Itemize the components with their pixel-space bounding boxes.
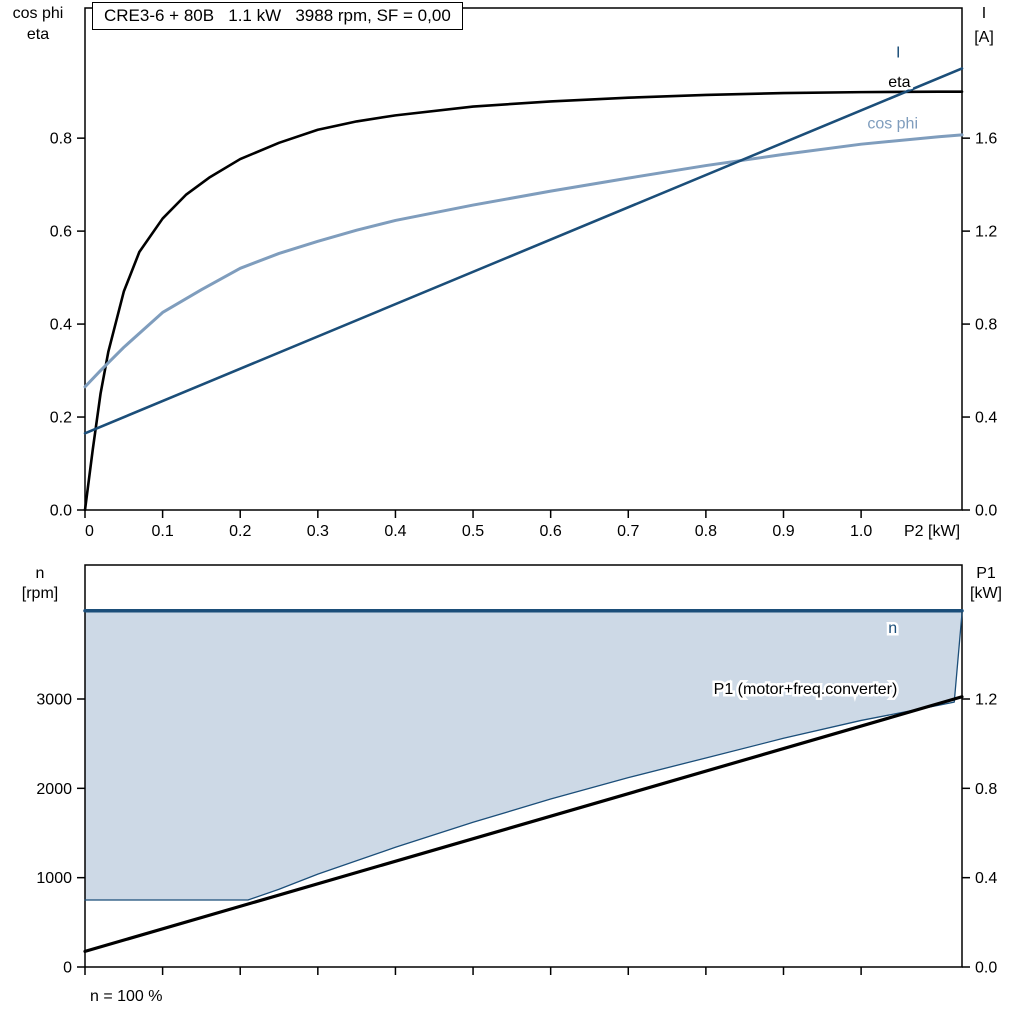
x-tick-label: 0.5 [462, 523, 484, 540]
y-left-tick-label: 1000 [36, 870, 72, 887]
y-right-tick-label: 0.0 [975, 960, 997, 977]
speed-range-band [85, 610, 962, 900]
y-right-axis-title: P1 [976, 565, 996, 582]
x-tick-label: 0.1 [151, 523, 173, 540]
y-right-axis-title: [A] [974, 29, 994, 46]
y-right-axis-title: [kW] [970, 585, 1002, 602]
x-axis-title: P2 [kW] [904, 523, 960, 540]
x-tick-label: 0.4 [384, 523, 406, 540]
x-tick-label: 0.2 [229, 523, 251, 540]
y-left-tick-label: 0.0 [50, 503, 72, 520]
x-tick-label: 0.8 [695, 523, 717, 540]
y-left-tick-label: 0.6 [50, 224, 72, 241]
y-left-tick-label: 0.8 [50, 131, 72, 148]
y-left-tick-label: 0 [63, 960, 72, 977]
y-left-axis-title: n [36, 565, 45, 582]
y-left-axis-title: eta [27, 26, 49, 43]
footer-note: n = 100 % [90, 988, 163, 1005]
y-right-tick-label: 0.4 [975, 870, 997, 887]
speed-and-input-power-chart: 0 1000 2000 3000 0.0 0.4 0.8 1.2 n [rpm] P1 [kW] n P1… [22, 564, 1002, 1005]
x-tick-label: 0 [85, 523, 94, 540]
x-tick-label: 0.7 [617, 523, 639, 540]
y-right-tick-label: 1.6 [975, 131, 997, 148]
y-left-tick-label: 3000 [36, 692, 72, 709]
p1-motor-freq-converter-curve-label: P1 (motor+freq.converter) [714, 681, 898, 698]
x-tick-label: 0.9 [772, 523, 794, 540]
cos-phi-curve-label: cos phi [867, 115, 918, 132]
x-tick-label: 1.0 [850, 523, 872, 540]
y-right-tick-label: 0.4 [975, 410, 997, 427]
y-right-tick-label: 0.0 [975, 503, 997, 520]
cos-phi-curve [83, 133, 964, 389]
y-left-axis-title: [rpm] [22, 585, 58, 602]
eta-curve [83, 90, 964, 512]
y-right-tick-label: 0.8 [975, 317, 997, 334]
y-right-tick-label: 0.8 [975, 781, 997, 798]
chart-title: CRE3-6 + 80B 1.1 kW 3988 rpm, SF = 0,00 [104, 6, 451, 25]
x-tick-label: 0.6 [540, 523, 562, 540]
eta-curve-label: eta [888, 74, 910, 91]
i-curve-label: I [896, 45, 900, 62]
i-curve [83, 67, 964, 435]
x-tick-label: 0.3 [307, 523, 329, 540]
motor-performance-curves-chart: 0.0 0.2 0.4 0.6 0.8 0.0 0.4 0.8 1.2 1.6 0 0.1 0.2 0.3… [13, 5, 998, 540]
chart-title-box: CRE3-6 + 80B 1.1 kW 3988 rpm, SF = 0,00 [92, 2, 463, 30]
y-left-tick-label: 0.4 [50, 317, 72, 334]
plot-border [84, 7, 963, 511]
y-right-tick-label: 1.2 [975, 692, 997, 709]
plot-border [84, 564, 963, 968]
y-right-tick-label: 1.2 [975, 224, 997, 241]
n-curve-label: n [888, 620, 897, 637]
y-right-axis-title: I [982, 5, 986, 22]
y-left-tick-label: 2000 [36, 781, 72, 798]
y-left-axis-title: cos phi [13, 5, 64, 22]
y-left-tick-label: 0.2 [50, 410, 72, 427]
p1-motor-freq-converter-curve [83, 695, 964, 953]
